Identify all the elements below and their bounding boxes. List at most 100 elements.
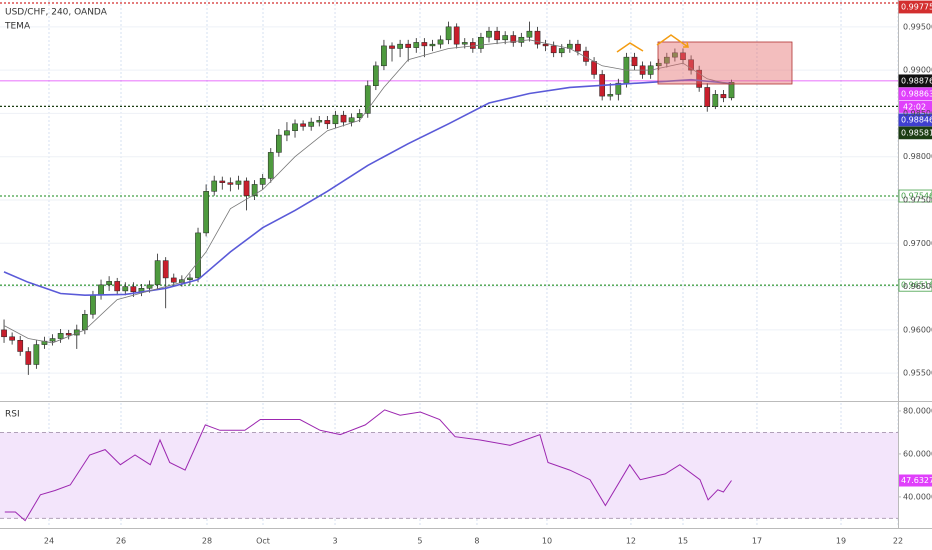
candle-body <box>251 184 258 196</box>
candle-body <box>364 85 371 114</box>
chart-title: USD/CHF, 240, OANDA <box>5 8 108 18</box>
candle-body <box>461 42 468 45</box>
candle-body <box>389 45 395 49</box>
candle-body <box>17 340 24 352</box>
x-tick-label: 15 <box>678 537 688 546</box>
candle-body <box>235 180 242 185</box>
candle-body <box>82 314 88 331</box>
candle-body <box>130 286 137 293</box>
x-tick-label: 10 <box>542 537 552 546</box>
candle-body <box>9 336 15 341</box>
candle-body <box>65 333 72 336</box>
candle-body <box>712 94 719 107</box>
candle-body <box>542 43 549 47</box>
candle-body <box>25 351 32 365</box>
x-tick-label: 24 <box>44 537 54 546</box>
candle-body <box>243 180 250 196</box>
price-tag <box>898 126 932 140</box>
x-tick-label: 12 <box>626 537 636 546</box>
candle-body <box>211 180 218 192</box>
candle-body <box>259 178 266 185</box>
price-tag <box>898 0 932 14</box>
candle-body <box>607 94 614 97</box>
candle-body <box>655 62 662 67</box>
candle-body <box>397 43 403 49</box>
candle-body <box>429 43 436 47</box>
candle-body <box>227 182 234 185</box>
candle-body <box>170 277 177 283</box>
marks <box>1 21 735 522</box>
price-tag <box>898 113 932 127</box>
candle-body <box>90 294 96 315</box>
candle-body <box>373 65 379 86</box>
candle-body <box>437 39 444 45</box>
candle-body <box>308 121 315 127</box>
candle-body <box>324 120 331 125</box>
candle-body <box>680 52 686 60</box>
range-box <box>657 41 793 85</box>
indicator-line <box>3 39 732 344</box>
candle-body <box>106 281 112 286</box>
zigzag <box>616 42 644 53</box>
zigzag-arrow <box>656 34 689 48</box>
candle-body <box>615 82 622 95</box>
x-tick-label: 5 <box>417 537 422 546</box>
candle-body <box>583 50 589 62</box>
candle-body <box>672 52 678 58</box>
candle-body <box>728 82 735 99</box>
price-tags: 0.99775 0.98876 0.98863 42:02 0.98846 0.98581… <box>898 0 932 487</box>
y-tick-label: 60.0000 <box>903 449 932 458</box>
candle-body <box>494 30 500 41</box>
candle-body <box>267 152 274 179</box>
x-tick-label: 26 <box>116 537 126 546</box>
rsi-title: RSI <box>5 410 20 420</box>
candle-body <box>154 260 161 286</box>
candle-body <box>195 232 201 279</box>
candle-body <box>203 191 209 234</box>
candle-body <box>219 180 226 183</box>
candle-body <box>348 117 355 123</box>
price-tag-label: 0.99775 <box>901 3 932 12</box>
candle-body <box>300 123 306 127</box>
x-tick-label: Oct <box>256 537 270 546</box>
candle-body <box>591 61 597 75</box>
rsi-tag <box>899 474 932 487</box>
price-tag-label: 0.98846 <box>901 115 932 124</box>
candle-body <box>534 30 541 45</box>
y-tick-label: 80.0000 <box>903 406 932 415</box>
indicator-line <box>3 78 732 297</box>
candle-body <box>292 123 298 131</box>
x-tick-label: 19 <box>836 537 846 546</box>
countdown-tag <box>899 100 932 113</box>
candle-body <box>631 56 638 67</box>
indicator-label: TEMA <box>4 22 31 32</box>
candle-body <box>663 56 670 64</box>
price-tag <box>898 189 932 203</box>
x-tick-label: 8 <box>474 537 479 546</box>
candle-body <box>57 333 64 339</box>
candle-body <box>486 30 492 38</box>
price-tag <box>898 87 932 101</box>
candle-body <box>332 114 339 125</box>
candle-body <box>510 35 517 43</box>
candle-body <box>445 26 452 41</box>
candle-body <box>704 87 711 107</box>
candle-body <box>688 59 694 71</box>
candle-body <box>381 45 387 67</box>
candle-body <box>114 281 121 292</box>
price-tag-label: 0.96516 <box>901 281 932 290</box>
candle-body <box>502 35 509 41</box>
y-tick-label: 40.0000 <box>903 492 932 501</box>
price-tag <box>898 278 932 292</box>
candle-body <box>146 284 153 289</box>
candle-body <box>284 130 290 136</box>
candle-body <box>340 114 347 123</box>
candle-body <box>413 42 420 48</box>
